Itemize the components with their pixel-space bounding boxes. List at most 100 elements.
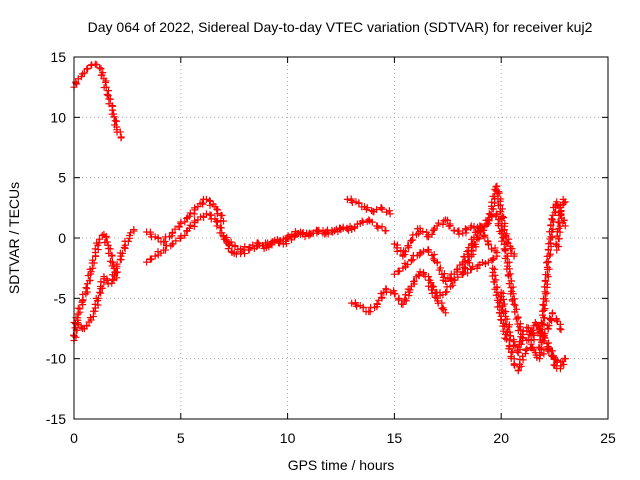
data-point-trail xyxy=(506,332,518,344)
data-point-trail xyxy=(323,226,337,236)
data-point-trail xyxy=(347,195,356,207)
y-tick-label: -15 xyxy=(46,411,66,427)
data-point-trail xyxy=(505,345,518,368)
data-point xyxy=(185,212,193,220)
data-point-trail xyxy=(532,351,541,361)
data-point-trail xyxy=(519,327,531,335)
data-point-trail xyxy=(362,204,376,215)
data-point-trail xyxy=(528,321,540,337)
data-point xyxy=(113,274,121,282)
series-track-5 xyxy=(143,195,228,246)
y-tick-label: -10 xyxy=(46,351,66,367)
data-point-trail xyxy=(105,95,117,110)
data-point-trail xyxy=(359,303,370,316)
data-point xyxy=(399,300,407,308)
data-point xyxy=(339,223,347,231)
data-point xyxy=(416,268,424,276)
data-point xyxy=(544,343,552,351)
data-point-trail xyxy=(105,244,116,265)
series-track-14 xyxy=(497,288,565,357)
data-point-trail xyxy=(492,212,510,253)
data-point-trail xyxy=(400,237,415,259)
data-point-trail xyxy=(154,234,165,246)
series-track-3 xyxy=(70,230,121,345)
series-track-15 xyxy=(535,198,569,357)
data-point xyxy=(151,252,159,260)
data-point-trail xyxy=(501,315,513,335)
data-point xyxy=(348,224,356,232)
data-point-trail xyxy=(451,271,466,284)
data-point xyxy=(553,316,561,324)
grid xyxy=(74,57,608,419)
data-point-trail xyxy=(98,231,106,239)
data-point xyxy=(425,282,433,290)
data-point-trail xyxy=(355,199,366,211)
data-point xyxy=(510,252,518,260)
data-point-trail xyxy=(424,224,439,239)
x-tick-label: 10 xyxy=(280,430,296,446)
data-point-trail xyxy=(298,229,309,241)
data-point-trail xyxy=(121,234,134,245)
y-tick-label: -5 xyxy=(54,290,67,306)
data-point-trail xyxy=(80,69,88,77)
x-tick-label: 25 xyxy=(600,430,616,446)
data-point-trail xyxy=(127,227,138,237)
y-tick-label: 10 xyxy=(50,109,66,125)
data-point-trail xyxy=(511,301,526,341)
data-point-trail xyxy=(186,204,199,218)
data-point-trail xyxy=(91,239,103,254)
data-point-trail xyxy=(488,254,497,264)
data-point-trail xyxy=(523,336,533,344)
y-tick-label: 15 xyxy=(50,49,66,65)
axis-ticks: 0 5 10 15 20 25 -15 -10 -5 0 5 10 15 xyxy=(46,49,616,446)
data-point-trail xyxy=(485,210,500,224)
data-point-trail xyxy=(246,239,261,252)
data-point-trail xyxy=(454,227,463,238)
data-point-trail xyxy=(223,233,235,247)
data-point-trail xyxy=(501,247,518,305)
data-point-trail xyxy=(428,283,440,297)
data-point xyxy=(523,345,531,353)
data-point-trail xyxy=(206,211,215,223)
data-point-trail xyxy=(521,346,530,358)
data-point-trail xyxy=(553,318,564,333)
data-point-trail xyxy=(470,222,482,232)
x-axis-label: GPS time / hours xyxy=(288,457,395,473)
data-point xyxy=(510,300,518,308)
data-point xyxy=(519,331,527,339)
data-point xyxy=(442,309,450,317)
data-point-trail xyxy=(433,259,448,284)
data-point-trail xyxy=(254,239,269,249)
data-point-trail xyxy=(177,214,191,226)
data-point-trail xyxy=(212,217,226,237)
data-point xyxy=(561,355,569,363)
data-point-trail xyxy=(550,355,559,370)
data-point-trail xyxy=(197,212,208,221)
data-point-trail xyxy=(425,276,441,301)
y-tick-label: 5 xyxy=(58,170,66,186)
data-point-trail xyxy=(290,230,302,241)
data-point-trail xyxy=(533,322,542,330)
data-point-trail xyxy=(410,271,423,288)
data-point xyxy=(561,198,569,206)
data-point xyxy=(96,235,104,243)
data-point-trail xyxy=(231,242,242,253)
data-point-trail xyxy=(72,78,81,88)
data-point-trail xyxy=(101,232,111,246)
data-point-trail xyxy=(553,354,569,366)
data-point xyxy=(185,224,193,232)
data-point xyxy=(202,195,210,203)
data-point-trail xyxy=(358,217,371,226)
data-point-trail xyxy=(370,204,385,216)
data-point-trail xyxy=(382,286,398,296)
series-track-16 xyxy=(552,195,569,254)
data-point-trail xyxy=(559,357,568,369)
data-point xyxy=(493,252,501,260)
data-point-trail xyxy=(469,261,482,272)
data-point-trail xyxy=(299,228,311,238)
y-tick-label: 0 xyxy=(58,230,66,246)
series-track-7 xyxy=(343,195,394,218)
data-point-trail xyxy=(332,224,345,234)
data-point xyxy=(104,92,112,100)
x-tick-label: 15 xyxy=(387,430,403,446)
